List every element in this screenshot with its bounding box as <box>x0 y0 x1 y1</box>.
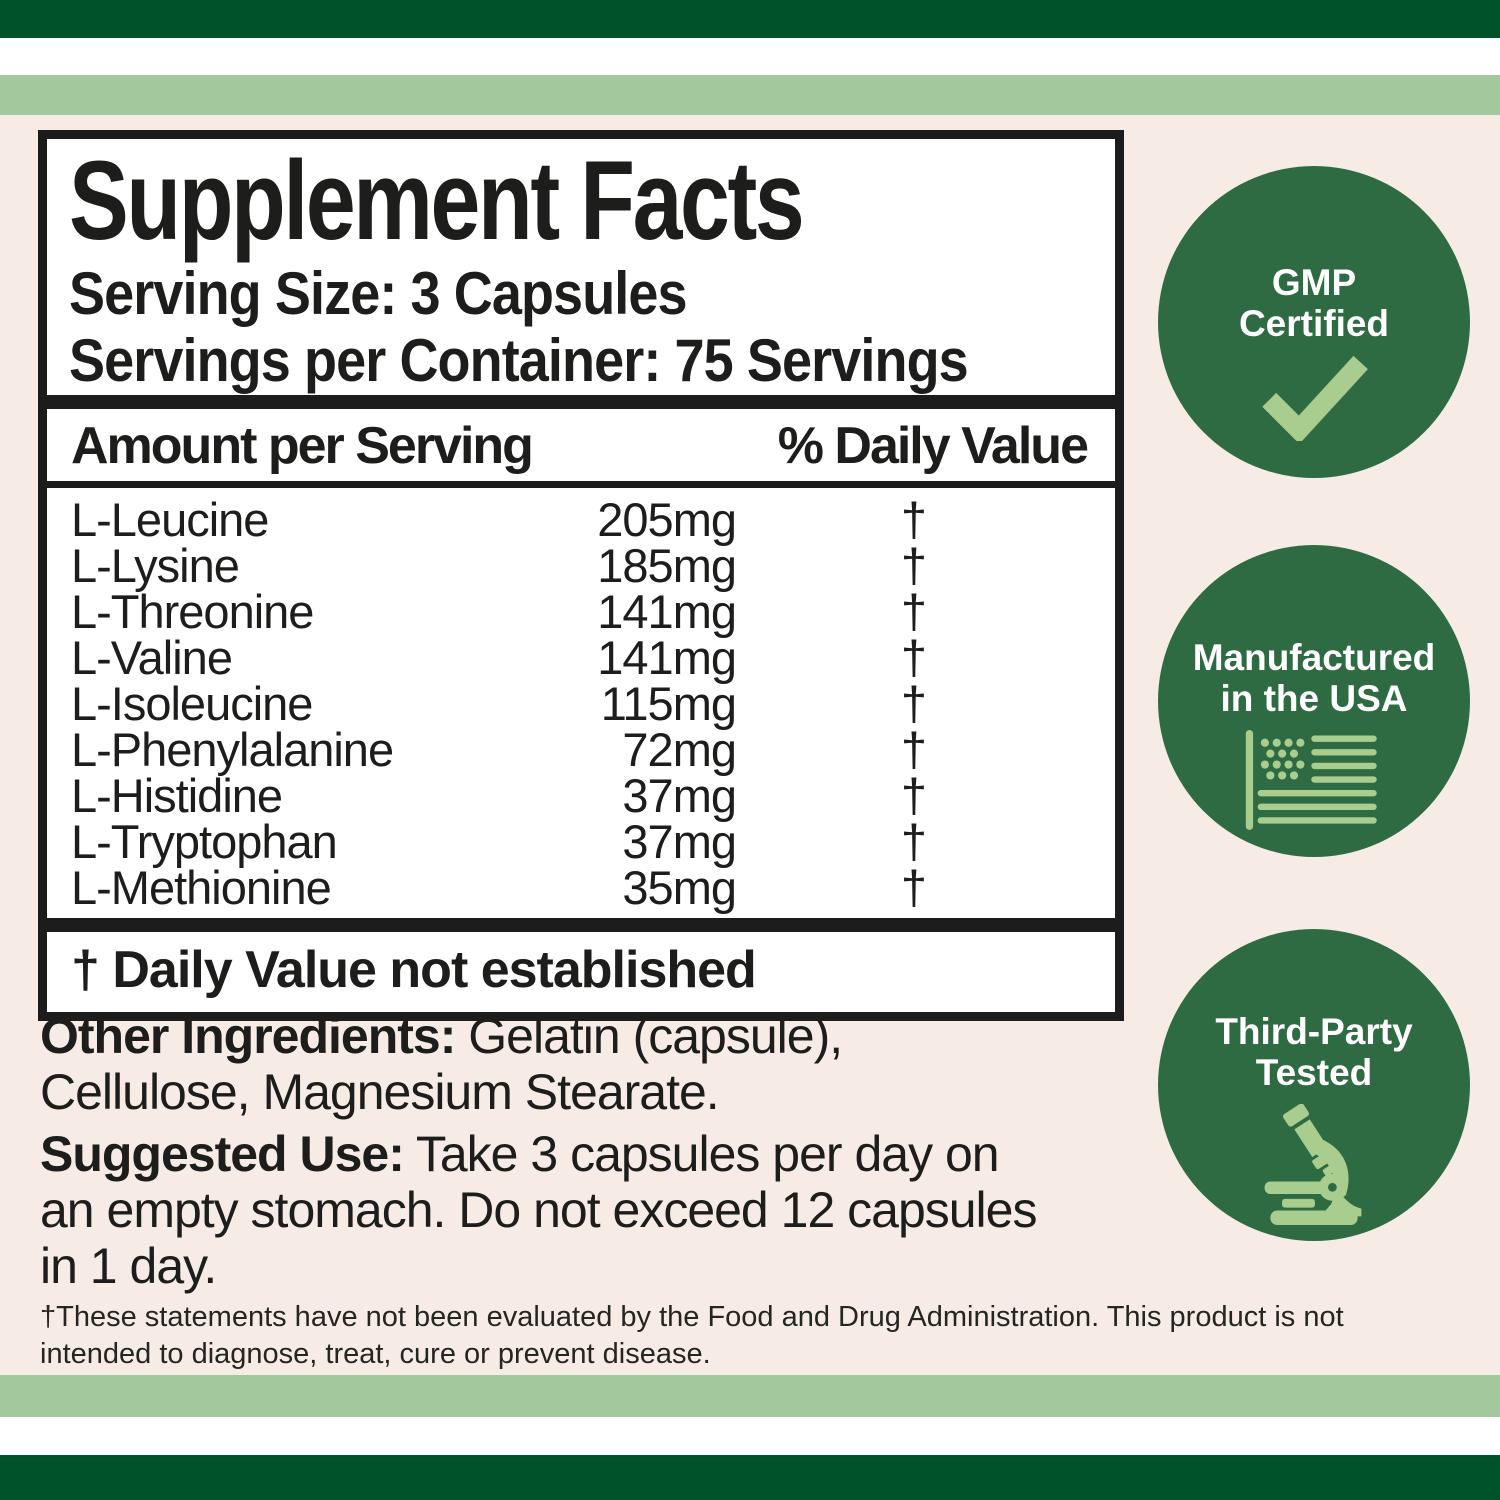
top-white-bar <box>0 38 1500 75</box>
nutrient-amount: 115mg <box>600 677 737 730</box>
table-row: L-Valine 141mg † <box>47 631 1115 684</box>
nutrient-daily-value: † <box>900 677 927 730</box>
nutrient-name: L-Isoleucine <box>71 677 313 730</box>
nutrient-name: L-Lysine <box>71 539 240 592</box>
nutrient-name: L-Leucine <box>71 493 269 546</box>
badge-line1: Third-Party <box>1215 1011 1413 1052</box>
daily-value-footnote: † Daily Value not established <box>71 941 757 999</box>
thick-divider <box>47 395 1115 409</box>
thick-divider <box>47 918 1115 932</box>
nutrient-daily-value: † <box>900 815 927 868</box>
nutrient-amount: 35mg <box>622 861 737 914</box>
nutrient-name: L-Methionine <box>71 861 332 914</box>
nutrient-name: L-Threonine <box>71 585 314 638</box>
nutrient-daily-value: † <box>900 769 927 822</box>
suggested-use-paragraph: Suggested Use: Take 3 capsules per day o… <box>40 1126 1045 1294</box>
table-row: L-Phenylalanine 72mg † <box>47 723 1115 776</box>
bottom-white-bar <box>0 1417 1500 1455</box>
nutrient-daily-value: † <box>900 539 927 592</box>
table-row: L-Methionine 35mg † <box>47 861 1115 914</box>
bottom-light-green-bar <box>0 1375 1500 1417</box>
badge-text: Manufactured in the USA <box>1193 637 1436 720</box>
checkmark-icon <box>1258 355 1370 444</box>
badge-text: GMP Certified <box>1239 262 1389 345</box>
suggested-use-text: Take 3 capsules per day on an empty stom… <box>40 1126 1037 1294</box>
servings-per-container-line: Servings per Container: 75 Servings <box>69 327 969 394</box>
other-ingredients-label: Other Ingredients: <box>40 1008 456 1064</box>
top-light-green-bar <box>0 75 1500 115</box>
third-party-tested-badge: Third-Party Tested <box>1158 929 1470 1241</box>
nutrient-name: L-Tryptophan <box>71 815 338 868</box>
table-row: L-Leucine 205mg † <box>47 493 1115 546</box>
supplement-facts-panel: Supplement Facts Serving Size: 3 Capsule… <box>38 130 1124 1021</box>
nutrient-daily-value: † <box>900 861 927 914</box>
badge-line2: in the USA <box>1220 678 1408 720</box>
badge-line1: GMP <box>1271 262 1357 303</box>
made-in-usa-badge: Manufactured in the USA <box>1158 545 1470 857</box>
nutrient-name: L-Valine <box>71 631 233 684</box>
suggested-use-label: Suggested Use: <box>40 1126 405 1182</box>
nutrient-daily-value: † <box>900 493 927 546</box>
microscope-icon <box>1262 1103 1366 1226</box>
facts-header: Supplement Facts Serving Size: 3 Capsule… <box>47 139 1115 395</box>
col-percent-daily-value: % Daily Value <box>777 417 1089 475</box>
badge-line1: Manufactured <box>1192 637 1436 678</box>
gmp-certified-badge: GMP Certified <box>1158 166 1470 478</box>
fda-disclaimer: †These statements have not been evaluate… <box>40 1301 1344 1370</box>
badge-text: Third-Party Tested <box>1215 1011 1412 1094</box>
nutrient-name: L-Histidine <box>71 769 283 822</box>
usa-flag-icon <box>1244 729 1384 830</box>
nutrient-amount: 37mg <box>622 815 737 868</box>
nutrient-amount: 37mg <box>622 769 737 822</box>
nutrient-daily-value: † <box>900 631 927 684</box>
table-row: L-Lysine 185mg † <box>47 539 1115 592</box>
bottom-dark-green-bar <box>0 1455 1500 1500</box>
table-column-header: Amount per Serving % Daily Value <box>47 409 1115 488</box>
nutrient-amount: 72mg <box>622 723 737 776</box>
nutrient-amount: 205mg <box>597 493 737 546</box>
nutrient-amount: 185mg <box>597 539 737 592</box>
nutrient-daily-value: † <box>900 585 927 638</box>
serving-size-line: Serving Size: 3 Capsules <box>69 260 688 327</box>
facts-title: Supplement Facts <box>69 138 805 263</box>
badge-line2: Certified <box>1238 303 1390 345</box>
other-ingredients-paragraph: Other Ingredients: Gelatin (capsule), Ce… <box>40 1008 1050 1120</box>
nutrient-amount: 141mg <box>597 585 737 638</box>
nutrient-table: L-Leucine 205mg † L-Lysine 185mg † L-Thr… <box>47 488 1115 918</box>
table-row: L-Tryptophan 37mg † <box>47 815 1115 868</box>
table-row: L-Histidine 37mg † <box>47 769 1115 822</box>
nutrient-name: L-Phenylalanine <box>71 723 394 776</box>
nutrient-amount: 141mg <box>597 631 737 684</box>
table-row: L-Threonine 141mg † <box>47 585 1115 638</box>
col-amount-per-serving: Amount per Serving <box>71 417 534 475</box>
nutrient-daily-value: † <box>900 723 927 776</box>
table-row: L-Isoleucine 115mg † <box>47 677 1115 730</box>
other-ingredients-text: Gelatin (capsule), Cellulose, Magnesium … <box>40 1008 843 1120</box>
top-dark-green-bar <box>0 0 1500 38</box>
badge-line2: Tested <box>1255 1052 1373 1094</box>
